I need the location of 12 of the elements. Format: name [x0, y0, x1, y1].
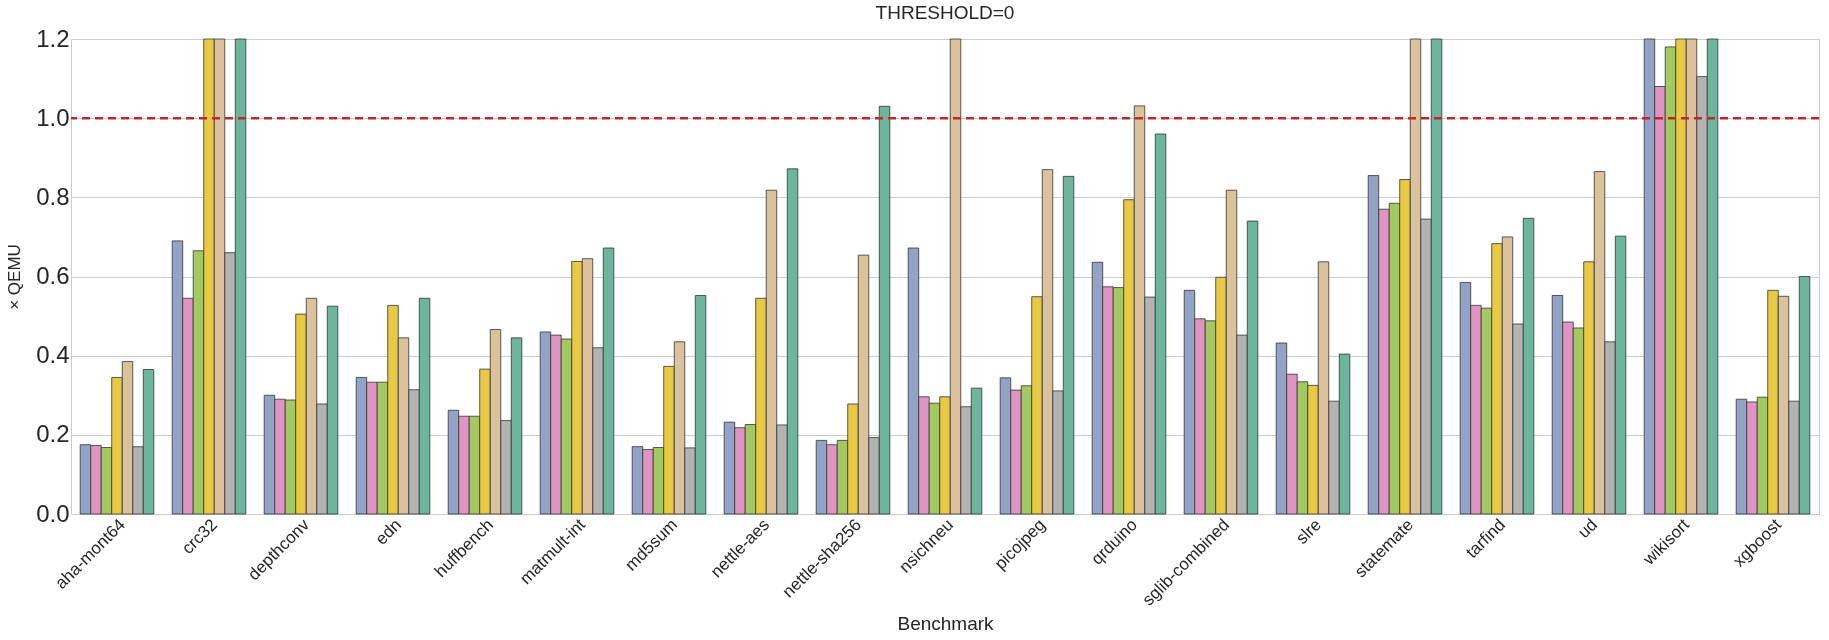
y-tick-label: 0.8: [36, 182, 70, 210]
x-tick-label: slre: [1292, 515, 1326, 548]
chart-title: THRESHOLD=0: [875, 2, 1015, 23]
x-axis-title: Benchmark: [897, 612, 995, 634]
y-tick-label: 1.0: [36, 103, 70, 131]
y-axis-title: × QEMU: [5, 244, 25, 310]
y-tick-label: 0.4: [36, 341, 70, 369]
y-tick-label: 0.6: [36, 262, 70, 289]
y-tick-label: 1.2: [36, 24, 70, 52]
x-tick-label: ud: [1574, 515, 1602, 542]
x-tick-label: edn: [371, 515, 406, 549]
y-tick-label: 0.2: [36, 420, 70, 448]
